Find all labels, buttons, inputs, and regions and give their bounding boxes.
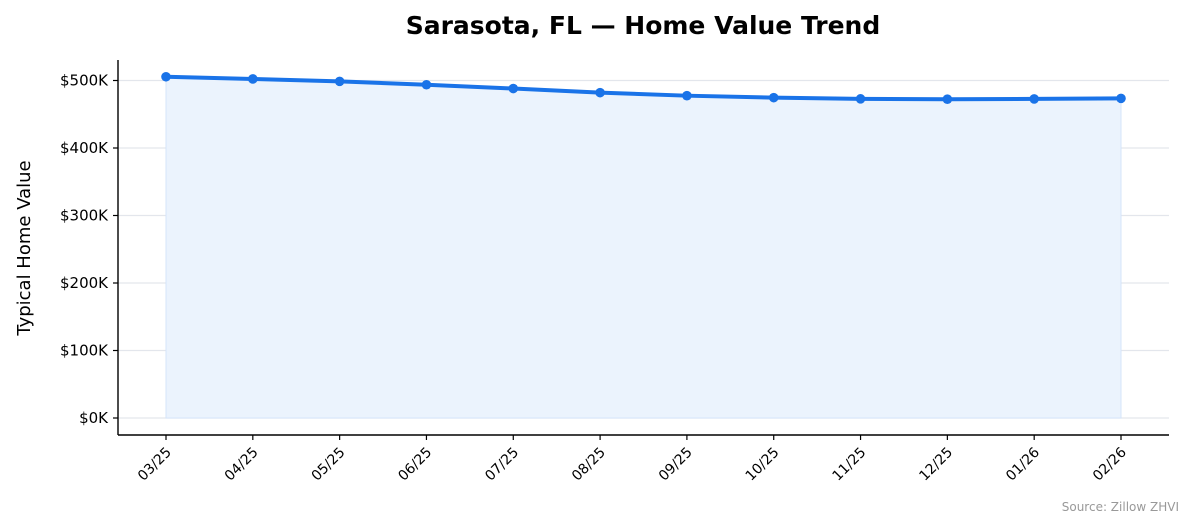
data-point-12-25 bbox=[942, 94, 953, 104]
x-tick-label-11: 02/26 bbox=[1090, 444, 1130, 484]
area-fill-layer bbox=[165, 76, 1122, 419]
x-tick-label-0: 03/25 bbox=[135, 445, 175, 485]
data-point-11-25 bbox=[855, 94, 866, 104]
x-tick-label-7: 10/25 bbox=[743, 445, 783, 485]
x-tick-label-6: 09/25 bbox=[656, 445, 696, 485]
y-tick-label-4: $400K bbox=[60, 139, 109, 157]
y-tick-label-3: $300K bbox=[60, 207, 109, 225]
series-line bbox=[164, 74, 1123, 102]
y-ticks: $0K $100K $200K $300K $400K $500K bbox=[60, 72, 118, 427]
data-point-03-25 bbox=[161, 71, 171, 82]
x-tick-label-5: 08/25 bbox=[569, 445, 609, 485]
y-axis-label: Typical Home Value bbox=[14, 160, 35, 336]
x-tick-label-10: 01/26 bbox=[1003, 444, 1043, 484]
y-tick-label-1: $100K bbox=[60, 342, 109, 360]
y-tick-label-5: $500K bbox=[60, 72, 109, 90]
x-tick-label-3: 06/25 bbox=[395, 445, 435, 485]
x-tick-label-1: 04/25 bbox=[222, 445, 262, 485]
x-tick-label-9: 12/25 bbox=[916, 445, 956, 485]
x-tick-label-4: 07/25 bbox=[482, 445, 522, 485]
data-point-09-25 bbox=[682, 90, 692, 101]
y-tick-label-0: $0K bbox=[79, 409, 109, 427]
series-line-layer bbox=[164, 74, 1123, 102]
data-point-08-25 bbox=[595, 87, 605, 98]
area-fill bbox=[165, 76, 1122, 419]
source-note: Source: Zillow ZHVI bbox=[1062, 500, 1179, 514]
data-point-02-26 bbox=[1116, 93, 1126, 104]
chart-title: Sarasota, FL — Home Value Trend bbox=[406, 11, 881, 40]
data-point-07-25 bbox=[508, 83, 519, 94]
x-tick-label-2: 05/25 bbox=[309, 445, 349, 485]
x-ticks: 03/25 04/25 05/25 06/25 07/25 08/25 09/25 10/25… bbox=[135, 435, 1130, 484]
data-point-01-26 bbox=[1029, 94, 1039, 104]
data-point-04-25 bbox=[248, 74, 258, 84]
data-point-06-25 bbox=[421, 79, 432, 90]
data-point-05-25 bbox=[334, 76, 345, 87]
x-tick-label-8: 11/25 bbox=[830, 445, 870, 485]
data-points bbox=[161, 71, 1126, 104]
y-tick-label-2: $200K bbox=[60, 274, 109, 292]
data-point-10-25 bbox=[768, 92, 779, 103]
axes bbox=[117, 60, 1169, 436]
